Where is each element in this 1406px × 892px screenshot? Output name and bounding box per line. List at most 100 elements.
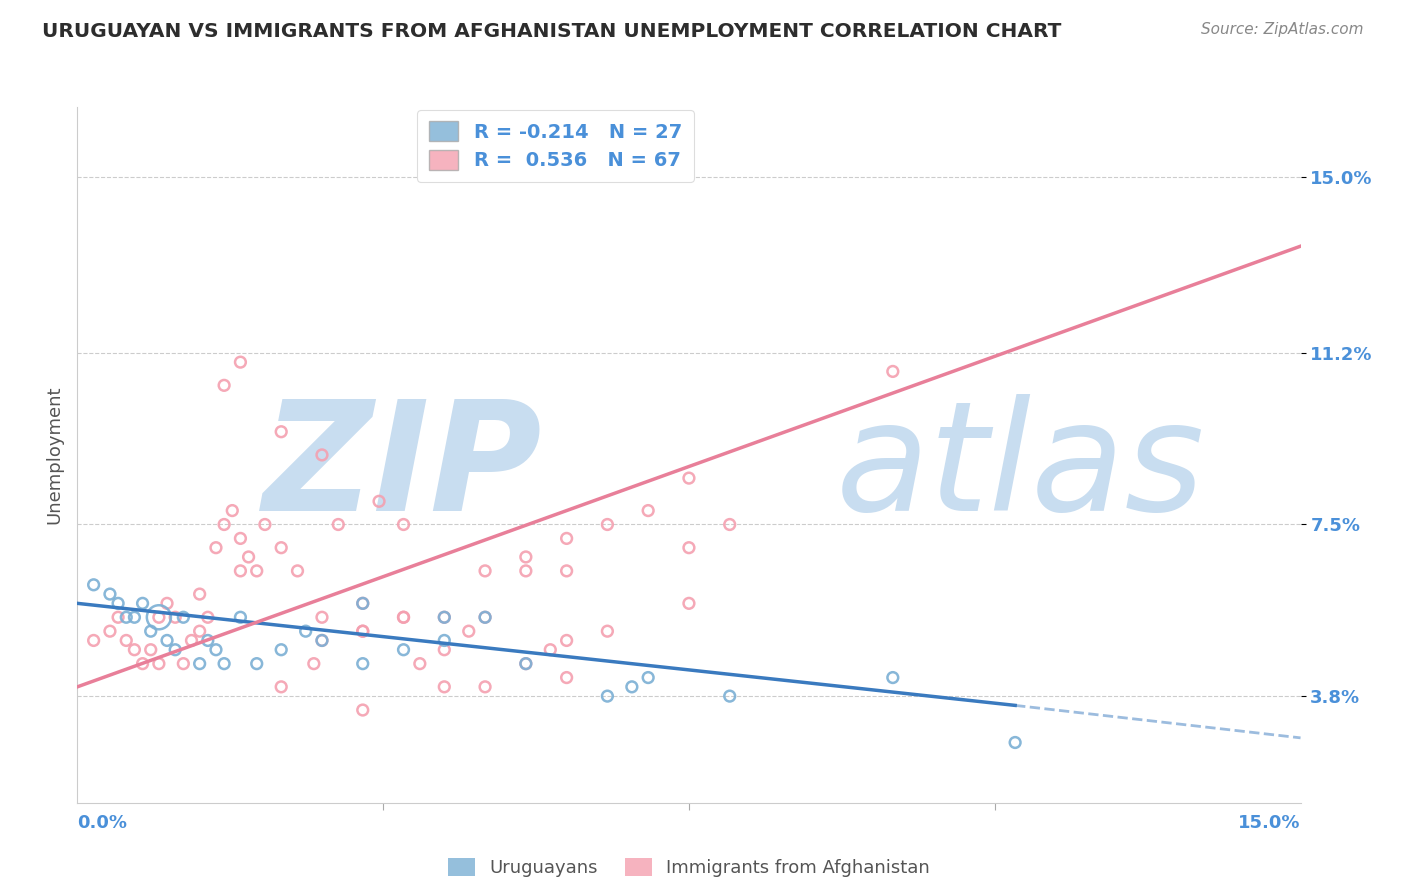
Point xyxy=(368,494,391,508)
Point xyxy=(882,671,904,685)
Point xyxy=(637,503,659,517)
Point xyxy=(392,517,415,532)
Point xyxy=(637,671,659,685)
Point xyxy=(139,624,162,639)
Point xyxy=(205,541,228,555)
Point xyxy=(270,425,292,439)
Point xyxy=(718,689,741,703)
Point xyxy=(433,610,456,624)
Point xyxy=(197,610,219,624)
Y-axis label: Unemployment: Unemployment xyxy=(45,385,63,524)
Point xyxy=(515,564,537,578)
Point xyxy=(596,689,619,703)
Point xyxy=(352,596,374,610)
Point xyxy=(311,633,333,648)
Point xyxy=(392,610,415,624)
Point xyxy=(287,564,309,578)
Point xyxy=(718,517,741,532)
Point xyxy=(457,624,479,639)
Point xyxy=(148,610,170,624)
Point xyxy=(515,549,537,564)
Point xyxy=(678,541,700,555)
Text: atlas: atlas xyxy=(835,394,1205,543)
Point xyxy=(156,633,179,648)
Point xyxy=(352,624,374,639)
Point xyxy=(352,657,374,671)
Point xyxy=(165,610,187,624)
Text: 0.0%: 0.0% xyxy=(77,814,128,832)
Point xyxy=(474,680,496,694)
Point xyxy=(124,610,146,624)
Point xyxy=(139,642,162,657)
Point xyxy=(229,355,252,369)
Point xyxy=(212,657,235,671)
Point xyxy=(83,633,105,648)
Point xyxy=(221,503,243,517)
Point xyxy=(229,564,252,578)
Point xyxy=(229,532,252,546)
Point xyxy=(197,633,219,648)
Point xyxy=(596,624,619,639)
Point xyxy=(433,633,456,648)
Point xyxy=(555,564,578,578)
Point xyxy=(98,587,121,601)
Point xyxy=(311,610,333,624)
Point xyxy=(212,517,235,532)
Point xyxy=(270,642,292,657)
Point xyxy=(124,642,146,657)
Text: 15.0%: 15.0% xyxy=(1239,814,1301,832)
Point xyxy=(555,532,578,546)
Point xyxy=(188,657,211,671)
Point xyxy=(131,596,153,610)
Point xyxy=(392,610,415,624)
Text: ZIP: ZIP xyxy=(263,394,543,543)
Point xyxy=(205,642,228,657)
Point xyxy=(270,541,292,555)
Text: Source: ZipAtlas.com: Source: ZipAtlas.com xyxy=(1201,22,1364,37)
Point xyxy=(148,657,170,671)
Point xyxy=(620,680,643,694)
Point xyxy=(352,624,374,639)
Point xyxy=(515,657,537,671)
Point xyxy=(1004,735,1026,749)
Point xyxy=(212,378,235,392)
Point xyxy=(596,517,619,532)
Point xyxy=(83,578,105,592)
Point xyxy=(172,610,194,624)
Point xyxy=(229,610,252,624)
Point xyxy=(433,680,456,694)
Point xyxy=(148,610,170,624)
Point xyxy=(107,610,129,624)
Point xyxy=(188,587,211,601)
Point xyxy=(180,633,202,648)
Point xyxy=(555,671,578,685)
Point xyxy=(678,596,700,610)
Point xyxy=(172,657,194,671)
Point xyxy=(433,610,456,624)
Text: URUGUAYAN VS IMMIGRANTS FROM AFGHANISTAN UNEMPLOYMENT CORRELATION CHART: URUGUAYAN VS IMMIGRANTS FROM AFGHANISTAN… xyxy=(42,22,1062,41)
Point xyxy=(270,680,292,694)
Point xyxy=(115,610,138,624)
Point xyxy=(156,596,179,610)
Point xyxy=(409,657,432,671)
Point xyxy=(678,471,700,485)
Point xyxy=(246,564,269,578)
Point xyxy=(882,364,904,378)
Point xyxy=(165,642,187,657)
Point xyxy=(392,642,415,657)
Point xyxy=(238,549,260,564)
Point xyxy=(352,703,374,717)
Point xyxy=(131,657,153,671)
Point xyxy=(433,642,456,657)
Point xyxy=(352,596,374,610)
Point xyxy=(253,517,276,532)
Point xyxy=(311,448,333,462)
Point xyxy=(555,633,578,648)
Point xyxy=(302,657,325,671)
Point xyxy=(515,657,537,671)
Point xyxy=(474,610,496,624)
Point xyxy=(294,624,316,639)
Point xyxy=(188,624,211,639)
Point xyxy=(115,633,138,648)
Point xyxy=(538,642,561,657)
